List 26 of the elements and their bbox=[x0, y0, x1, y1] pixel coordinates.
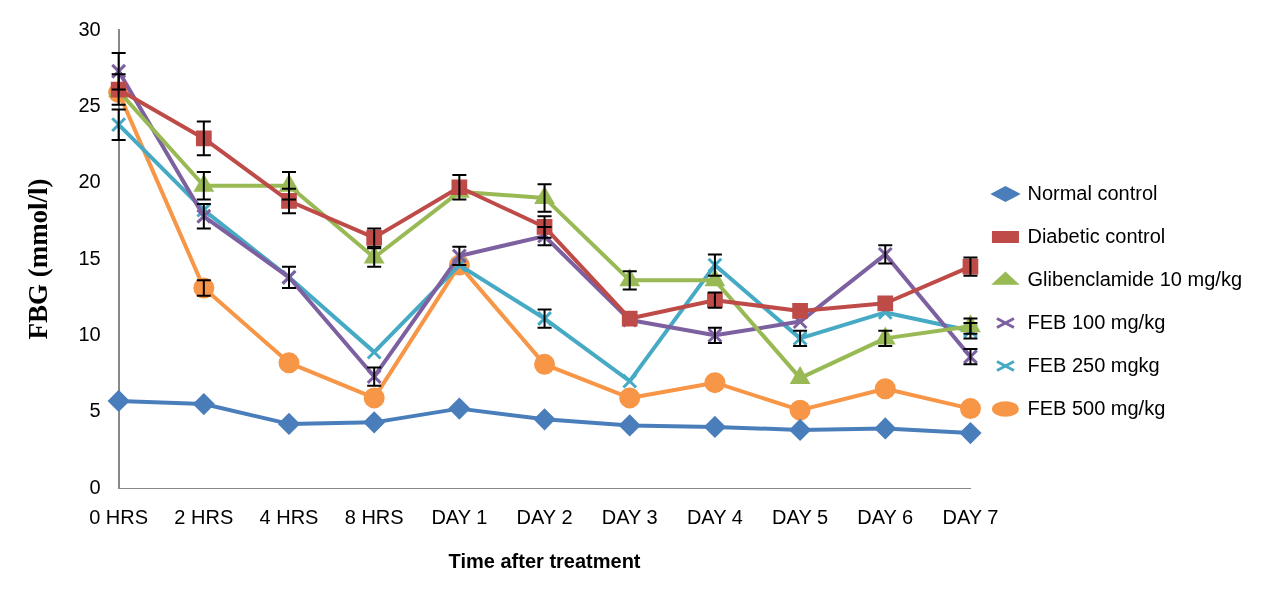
x-tick-label: DAY 6 bbox=[857, 505, 914, 528]
y-tick-label: 30 bbox=[78, 17, 101, 40]
x-tick-label: DAY 2 bbox=[516, 505, 573, 528]
legend-label: FEB 250 mgkg bbox=[1027, 353, 1160, 376]
y-tick-label: 5 bbox=[89, 399, 101, 422]
x-axis-title: Time after treatment bbox=[448, 549, 641, 572]
y-tick-label: 10 bbox=[78, 322, 101, 345]
y-tick-label: 25 bbox=[78, 93, 101, 116]
x-tick-label: 2 HRS bbox=[174, 505, 234, 528]
x-tick-label: 8 HRS bbox=[344, 505, 404, 528]
x-tick-label: DAY 4 bbox=[686, 505, 743, 528]
x-tick-label: DAY 7 bbox=[942, 505, 999, 528]
legend-label: FEB 100 mg/kg bbox=[1027, 310, 1166, 333]
x-tick-label: 4 HRS bbox=[259, 505, 319, 528]
legend-label: FEB 500 mg/kg bbox=[1027, 396, 1166, 419]
x-tick-label: DAY 3 bbox=[601, 505, 658, 528]
x-tick-label: DAY 5 bbox=[772, 505, 829, 528]
y-tick-label: 15 bbox=[78, 246, 101, 269]
legend-label: Normal control bbox=[1027, 181, 1158, 204]
y-axis-title: FBG (mmol/l) bbox=[23, 178, 54, 340]
y-tick-label: 0 bbox=[89, 475, 101, 498]
x-tick-label: DAY 1 bbox=[431, 505, 488, 528]
y-tick-label: 20 bbox=[78, 170, 101, 193]
x-tick-label: 0 HRS bbox=[89, 505, 149, 528]
legend-label: Glibenclamide 10 mg/kg bbox=[1027, 267, 1243, 290]
legend-label: Diabetic control bbox=[1027, 224, 1166, 247]
